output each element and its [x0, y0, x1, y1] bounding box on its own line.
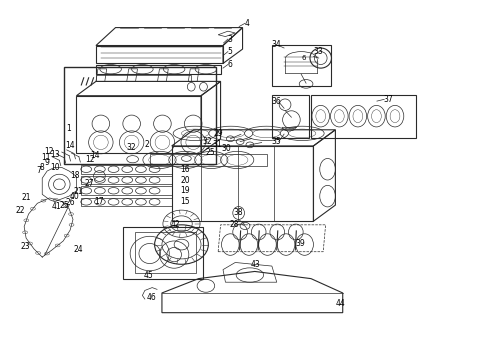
Text: 37: 37	[383, 95, 393, 104]
Bar	[81, 176, 172, 184]
Text: 13: 13	[50, 150, 60, 159]
Text: 26: 26	[66, 198, 75, 207]
Text: 8: 8	[40, 163, 45, 172]
Text: 6: 6	[301, 55, 306, 61]
Text: 35: 35	[272, 137, 282, 146]
Text: 14: 14	[90, 151, 100, 160]
Text: 7: 7	[36, 166, 41, 175]
Text: 42: 42	[171, 220, 180, 229]
Text: 32: 32	[202, 137, 212, 146]
Bar	[81, 186, 172, 195]
Text: 39: 39	[295, 239, 305, 248]
Text: 34: 34	[272, 40, 282, 49]
Text: 24: 24	[73, 246, 83, 255]
Text: 30: 30	[221, 144, 231, 153]
Text: 12: 12	[85, 155, 95, 164]
Text: 9: 9	[44, 158, 49, 167]
Bar	[64, 67, 216, 164]
Text: 21: 21	[22, 193, 31, 202]
Text: 4: 4	[245, 19, 250, 28]
Text: 6: 6	[227, 60, 232, 69]
Text: 33: 33	[314, 47, 324, 56]
Text: 23: 23	[20, 242, 30, 251]
Text: 3: 3	[227, 35, 232, 44]
Text: 45: 45	[144, 271, 153, 280]
Text: 43: 43	[251, 260, 261, 269]
Bar	[81, 165, 172, 174]
Bar	[311, 95, 416, 138]
Text: 27: 27	[85, 179, 95, 188]
Text: 21: 21	[73, 187, 83, 196]
Text: 25: 25	[59, 201, 69, 210]
Text: 38: 38	[234, 208, 244, 217]
Text: 44: 44	[335, 298, 345, 307]
Text: 46: 46	[147, 293, 156, 302]
Text: 17: 17	[95, 197, 104, 206]
Text: 5: 5	[227, 47, 232, 56]
Text: 16: 16	[181, 165, 190, 174]
Text: 22: 22	[16, 206, 25, 215]
Text: 40: 40	[70, 192, 80, 201]
Text: 31: 31	[212, 140, 222, 149]
Bar	[123, 226, 203, 279]
Text: 18: 18	[70, 171, 80, 180]
Text: 15: 15	[181, 197, 190, 206]
Text: 25: 25	[206, 148, 216, 157]
Text: 1: 1	[66, 123, 71, 132]
Text: 20: 20	[181, 176, 190, 185]
Text: 14: 14	[65, 141, 75, 150]
Text: 36: 36	[272, 96, 282, 105]
Text: 10: 10	[50, 163, 60, 172]
Text: 11: 11	[41, 153, 51, 162]
Bar	[150, 154, 267, 166]
Bar	[272, 45, 331, 86]
Text: 12: 12	[44, 147, 53, 156]
Text: 2: 2	[145, 140, 149, 149]
Text: 19: 19	[181, 186, 190, 195]
Text: 32: 32	[127, 143, 136, 152]
Bar	[272, 95, 309, 138]
Text: 29: 29	[213, 129, 223, 138]
Bar	[81, 198, 172, 206]
Text: 28: 28	[229, 220, 239, 229]
Text: 41: 41	[52, 202, 62, 211]
